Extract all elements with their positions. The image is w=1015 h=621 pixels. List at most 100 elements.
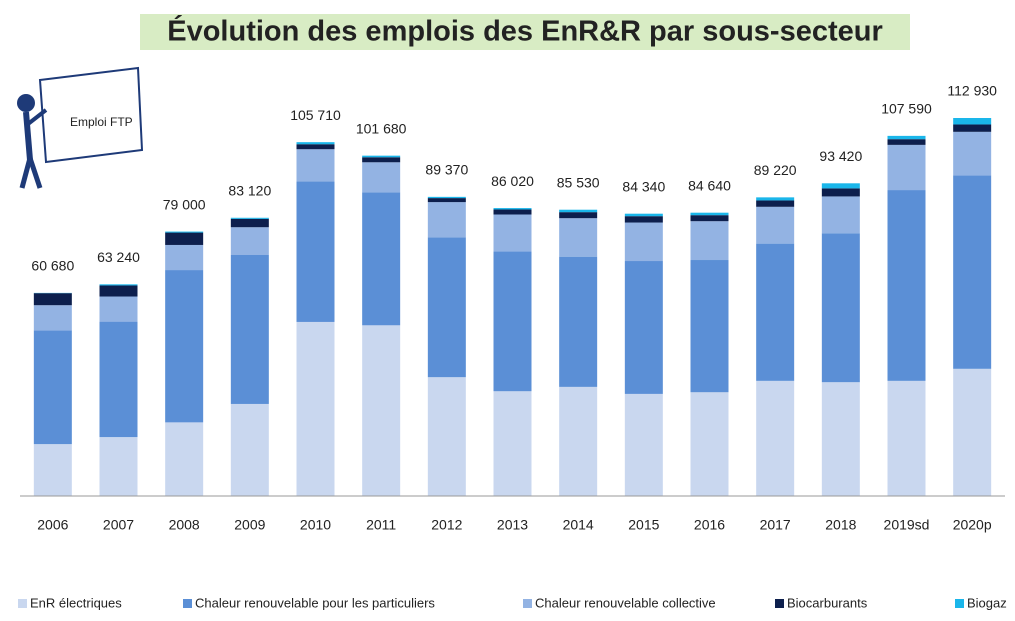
total-label: 84 640 — [688, 177, 731, 193]
x-tick-label: 2010 — [300, 517, 331, 533]
bar-segment — [953, 132, 991, 176]
bar-segment — [100, 437, 138, 496]
bar-segment — [165, 422, 203, 496]
total-label: 93 420 — [819, 148, 862, 164]
total-label: 89 220 — [754, 162, 797, 178]
bar-segment — [297, 142, 335, 144]
bar-segment — [559, 257, 597, 387]
bar-segment — [625, 394, 663, 496]
total-label: 112 930 — [947, 83, 997, 99]
bar-segment — [822, 196, 860, 233]
bar-segment — [428, 202, 466, 237]
bar-segment — [756, 244, 794, 381]
bar-segment — [100, 322, 138, 437]
bar-segment — [231, 219, 269, 227]
bar-segment — [756, 200, 794, 206]
bar-segment — [231, 255, 269, 404]
legend-swatch — [523, 599, 532, 608]
bar-segment — [559, 212, 597, 218]
legend-swatch — [775, 599, 784, 608]
total-label: 63 240 — [97, 249, 140, 265]
total-label: 79 000 — [163, 196, 206, 212]
total-label: 84 340 — [622, 178, 665, 194]
bar-segment — [165, 270, 203, 422]
bar-segment — [362, 325, 400, 496]
bar-segment — [297, 181, 335, 322]
legend-label: Chaleur renouvelable collective — [535, 595, 716, 610]
bar-segment — [953, 369, 991, 496]
bar-segment — [822, 183, 860, 188]
x-tick-label: 2012 — [431, 517, 462, 533]
x-tick-label: 2011 — [366, 517, 396, 533]
bar-segment — [691, 260, 729, 392]
bar-segment — [691, 213, 729, 215]
bar-segment — [297, 144, 335, 149]
bar-segment — [165, 232, 203, 233]
bar-segment — [953, 124, 991, 131]
legend-label: Chaleur renouvelable pour les particulie… — [195, 595, 435, 610]
bar-segment — [231, 218, 269, 219]
bar-segment — [428, 198, 466, 202]
bar-segment — [625, 216, 663, 222]
bar-segment — [888, 139, 926, 145]
bar-segment — [231, 404, 269, 496]
x-tick-label: 2007 — [103, 517, 134, 533]
bar-segment — [494, 208, 532, 209]
bar-segment — [165, 233, 203, 245]
bar-segment — [691, 221, 729, 260]
legend-swatch — [183, 599, 192, 608]
bar-segment — [822, 382, 860, 496]
bar-segment — [888, 145, 926, 190]
bar-segment — [100, 297, 138, 322]
bar-segment — [428, 197, 466, 198]
bar-segment — [428, 377, 466, 496]
bar-segment — [231, 227, 269, 255]
total-label: 89 370 — [425, 162, 468, 178]
x-tick-label: 2018 — [825, 517, 856, 533]
bar-segment — [822, 188, 860, 196]
bar-segment — [625, 261, 663, 394]
x-tick-label: 2020p — [953, 517, 992, 533]
x-tick-label: 2015 — [628, 517, 659, 533]
annotation: Emploi FTP — [70, 115, 133, 129]
total-label: 83 120 — [228, 182, 271, 198]
legend-swatch — [18, 599, 27, 608]
total-label: 86 020 — [491, 173, 534, 189]
x-tick-label: 2006 — [37, 517, 68, 533]
total-label: 85 530 — [557, 174, 600, 190]
bar-segment — [100, 284, 138, 285]
bar-segment — [691, 392, 729, 496]
bar-segment — [297, 322, 335, 496]
bar-segment — [888, 381, 926, 496]
total-label: 101 680 — [356, 120, 407, 136]
bar-segment — [297, 149, 335, 181]
bar-segment — [362, 162, 400, 192]
bar-segment — [362, 192, 400, 325]
bar-segment — [494, 209, 532, 214]
x-tick-label: 2008 — [169, 517, 200, 533]
legend-label: Biogaz — [967, 595, 1007, 610]
bar-segment — [625, 214, 663, 216]
bar-segment — [559, 210, 597, 212]
x-tick-label: 2019sd — [884, 517, 930, 533]
bar-segment — [165, 245, 203, 270]
x-tick-label: 2009 — [234, 517, 265, 533]
bar-segment — [756, 381, 794, 496]
bar-segment — [953, 118, 991, 124]
bar-segment — [100, 285, 138, 296]
legend-label: EnR électriques — [30, 595, 122, 610]
chart: Évolution des emplois des EnR&R par sous… — [0, 0, 1015, 616]
total-label: 105 710 — [290, 107, 341, 123]
legend-swatch — [955, 599, 964, 608]
bar-segment — [888, 136, 926, 139]
bar-segment — [691, 215, 729, 221]
x-tick-label: 2016 — [694, 517, 725, 533]
page: Évolution des emplois des EnR&R par sous… — [0, 0, 1015, 621]
chart-title: Évolution des emplois des EnR&R par sous… — [167, 14, 883, 48]
bar-segment — [756, 207, 794, 244]
total-label: 60 680 — [31, 258, 74, 274]
x-tick-label: 2013 — [497, 517, 528, 533]
bar-segment — [362, 156, 400, 158]
legend-label: Biocarburants — [787, 595, 868, 610]
bar-segment — [34, 330, 72, 444]
